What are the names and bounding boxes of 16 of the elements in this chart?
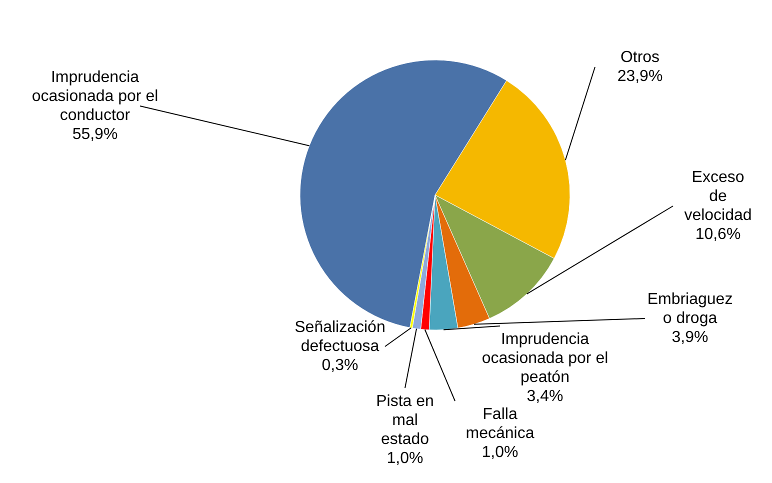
data-label: 3,4%: [526, 388, 564, 405]
slice-label: Imprudencia ocasionada por el conductor: [32, 69, 158, 124]
slice-label: Embriaguez o droga: [647, 291, 733, 327]
slice-label: Imprudencia ocasionada por el peatón: [482, 331, 608, 386]
data-label: 10,6%: [695, 226, 741, 243]
slice-label: Falla mecánica: [466, 406, 534, 442]
data-label: 3,9%: [672, 329, 708, 346]
data-label: 55,9%: [72, 126, 118, 143]
data-label: 1,0%: [386, 450, 424, 467]
slice-label: Señalización defectuosa: [294, 319, 386, 355]
slice-label: Exceso de velocidad: [684, 169, 752, 224]
slice-label: Pista en mal estado: [376, 393, 434, 448]
data-label: 0,3%: [322, 357, 358, 374]
data-label: 1,0%: [482, 444, 518, 461]
data-label: 23,9%: [617, 68, 663, 85]
slice-label: Otros: [620, 49, 660, 66]
